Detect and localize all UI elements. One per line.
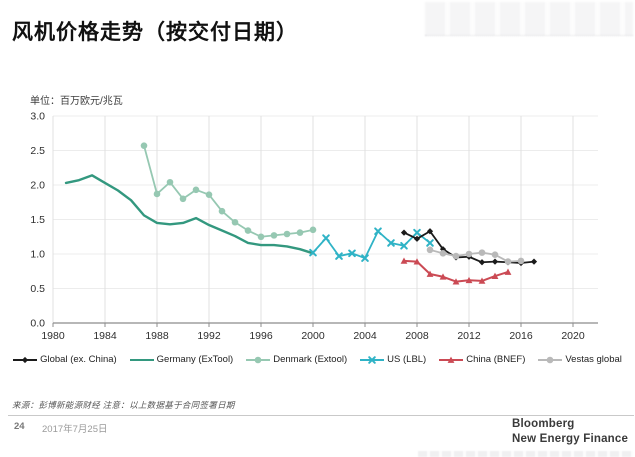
legend-label: Global (ex. China) xyxy=(40,354,117,365)
brand-line2: New Energy Finance xyxy=(512,432,629,445)
legend-swatch-icon xyxy=(360,355,385,364)
legend-label: Denmark (Extool) xyxy=(273,354,348,365)
legend-swatch-icon xyxy=(129,358,154,361)
watermark-bottom xyxy=(418,451,633,457)
svg-text:2016: 2016 xyxy=(509,330,533,342)
svg-text:2020: 2020 xyxy=(561,330,585,342)
svg-text:2.5: 2.5 xyxy=(30,145,45,157)
page-title: 风机价格走势（按交付日期） xyxy=(12,21,298,44)
watermark-top xyxy=(425,2,633,36)
legend-item-germany-extool: Germany (ExTool) xyxy=(129,354,234,365)
svg-text:2004: 2004 xyxy=(353,330,377,342)
legend-label: Germany (ExTool) xyxy=(156,354,234,365)
footer-divider xyxy=(8,415,634,416)
source-note: 来源：彭博新能源财经 注意：以上数据基于合同签署日期 xyxy=(12,400,235,410)
svg-text:1980: 1980 xyxy=(41,330,65,342)
legend-swatch-icon xyxy=(246,356,271,363)
svg-text:2.0: 2.0 xyxy=(30,180,45,192)
svg-text:1.0: 1.0 xyxy=(30,249,45,261)
brand-line1: Bloomberg xyxy=(512,418,575,430)
svg-text:0.5: 0.5 xyxy=(30,283,45,295)
page-number: 24 xyxy=(14,421,25,432)
brand-logo: Bloomberg New Energy Finance xyxy=(512,417,628,447)
svg-text:1992: 1992 xyxy=(197,330,221,342)
footer-date: 2017年7月25日 xyxy=(42,424,108,435)
svg-text:1984: 1984 xyxy=(93,330,117,342)
legend-swatch-icon xyxy=(13,356,38,363)
svg-text:3.0: 3.0 xyxy=(30,111,45,123)
legend-item-china-bnef: China (BNEF) xyxy=(439,354,525,365)
legend-swatch-icon xyxy=(538,356,563,363)
legend-item-global-ex-china: Global (ex. China) xyxy=(13,354,117,365)
legend-item-vestas-global: Vestas global xyxy=(538,354,622,365)
svg-text:2012: 2012 xyxy=(457,330,481,342)
legend-item-denmark-extool: Denmark (Extool) xyxy=(246,354,347,365)
svg-text:0.0: 0.0 xyxy=(30,318,45,330)
svg-text:1988: 1988 xyxy=(145,330,169,342)
svg-text:2000: 2000 xyxy=(301,330,325,342)
svg-text:2008: 2008 xyxy=(405,330,429,342)
legend-item-us-lbl: US (LBL) xyxy=(360,354,426,365)
legend-label: Vestas global xyxy=(565,354,622,365)
price-trend-chart: 1980 1984 1988 1992 1996 2000 2004 2008 2012 2016… xyxy=(30,111,598,342)
legend-label: US (LBL) xyxy=(387,354,427,365)
legend-label: China (BNEF) xyxy=(466,354,526,365)
chart-unit-label: 单位：百万欧元/兆瓦 xyxy=(30,96,123,107)
chart-legend: Global (ex. China) Germany (ExTool) Denmar… xyxy=(0,354,635,365)
legend-swatch-icon xyxy=(439,356,464,363)
svg-text:1.5: 1.5 xyxy=(30,214,45,226)
svg-text:1996: 1996 xyxy=(249,330,273,342)
